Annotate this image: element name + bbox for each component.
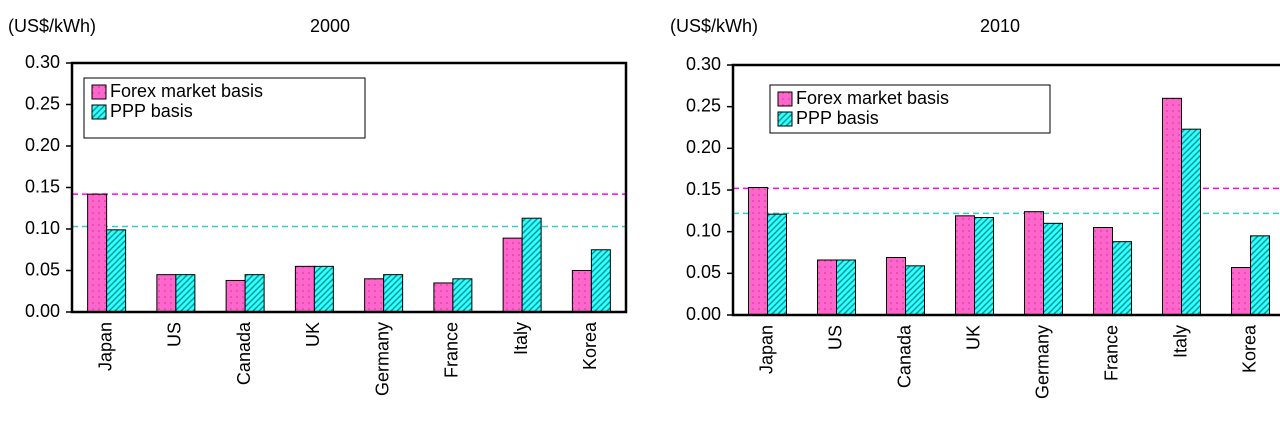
bar	[817, 259, 837, 316]
x-tick-label: France	[442, 322, 462, 378]
y-tick-label: 0.10	[25, 218, 60, 238]
y-tick-label: 0.30	[686, 54, 721, 74]
legend-label: PPP basis	[796, 108, 879, 128]
bar	[364, 278, 385, 313]
chart-title: 2000	[310, 16, 350, 36]
bar	[590, 249, 611, 313]
bar	[1024, 211, 1044, 316]
unit-label: (US$/kWh)	[670, 16, 758, 36]
bar	[905, 265, 925, 316]
x-tick-label: UK	[303, 322, 323, 347]
legend-label: Forex market basis	[796, 88, 949, 108]
y-tick-label: 0.20	[25, 135, 60, 155]
unit-label: (US$/kWh)	[8, 16, 96, 36]
y-tick-label: 0.15	[686, 179, 721, 199]
x-tick-label: Germany	[1032, 325, 1052, 399]
bar	[313, 265, 334, 313]
legend-label: Forex market basis	[110, 81, 263, 101]
bar	[1231, 267, 1251, 316]
bar	[886, 257, 906, 316]
bar	[452, 278, 473, 313]
bar	[836, 259, 856, 316]
bar	[521, 217, 542, 313]
bar	[974, 217, 994, 316]
bar	[433, 282, 454, 313]
y-tick-label: 0.20	[686, 137, 721, 157]
bar	[244, 274, 265, 313]
y-tick-label: 0.10	[686, 220, 721, 240]
x-tick-label: Italy	[1170, 325, 1190, 358]
bar	[1093, 227, 1113, 316]
bar	[955, 215, 975, 316]
legend-swatch	[777, 91, 793, 107]
x-tick-label: Korea	[1239, 324, 1259, 373]
x-tick-label: UK	[963, 325, 983, 350]
x-tick-label: Canada	[234, 321, 254, 385]
x-tick-label: Germany	[372, 322, 392, 396]
x-tick-label: Korea	[580, 321, 600, 370]
legend-label: PPP basis	[110, 101, 193, 121]
legend-box	[769, 84, 1051, 134]
y-tick-label: 0.00	[25, 301, 60, 321]
bar	[502, 237, 523, 313]
y-tick-label: 0.05	[25, 259, 60, 279]
x-tick-label: Japan	[95, 322, 115, 371]
x-tick-label: Japan	[756, 325, 776, 374]
bar	[1112, 241, 1132, 316]
legend-swatch	[777, 111, 793, 127]
x-tick-label: France	[1101, 325, 1121, 381]
legend-swatch	[91, 84, 107, 100]
y-tick-label: 0.25	[25, 93, 60, 113]
bar	[748, 187, 768, 316]
bar	[1043, 222, 1063, 316]
x-tick-label: US	[165, 322, 185, 347]
bar	[1162, 97, 1182, 316]
y-tick-label: 0.25	[686, 95, 721, 115]
bar	[767, 213, 787, 316]
bar	[87, 193, 108, 313]
bar	[1250, 235, 1270, 316]
y-tick-label: 0.30	[25, 52, 60, 72]
bar	[571, 270, 592, 313]
bar	[1181, 128, 1201, 316]
y-tick-label: 0.15	[25, 176, 60, 196]
legend-swatch	[91, 104, 107, 120]
bar	[106, 229, 127, 313]
x-tick-label: US	[825, 325, 845, 350]
chart-title: 2010	[980, 16, 1020, 36]
bar	[225, 279, 246, 313]
bar	[175, 274, 196, 313]
bar	[383, 274, 404, 313]
bar	[156, 274, 177, 313]
bar	[294, 265, 315, 313]
plot-frame	[70, 61, 628, 314]
plot-frame	[731, 63, 1280, 317]
legend-box	[83, 77, 366, 139]
x-tick-label: Canada	[894, 324, 914, 388]
y-tick-label: 0.05	[686, 262, 721, 282]
x-tick-label: Italy	[511, 322, 531, 355]
y-tick-label: 0.00	[686, 304, 721, 324]
